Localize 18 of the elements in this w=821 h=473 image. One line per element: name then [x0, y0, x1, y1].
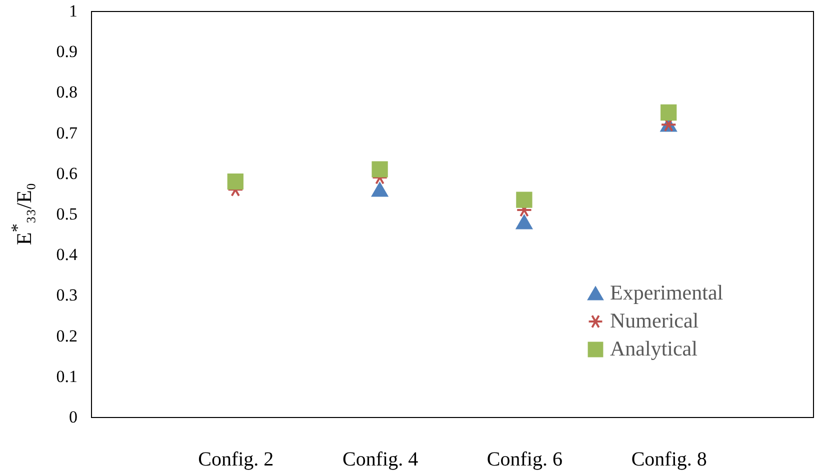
y-tick-label: 0.7	[56, 123, 78, 142]
y-tick-label: 0.6	[56, 164, 78, 183]
x-tick-label: Config. 2	[198, 448, 274, 470]
y-tick-label: 0.2	[56, 326, 78, 346]
y-tick-label: 0.3	[56, 286, 78, 305]
y-tick-label: 0.1	[56, 366, 78, 386]
y-tick-label: 0.5	[56, 204, 78, 224]
y-tick-label: 0.8	[56, 82, 78, 102]
legend-label: Experimental	[610, 280, 724, 304]
y-tick-label: 1	[69, 2, 78, 20]
legend-label: Analytical	[610, 336, 698, 360]
y-tick-label: 0	[69, 408, 78, 426]
x-tick-label: Config. 6	[486, 448, 562, 470]
y-tick-label: 0.4	[56, 245, 78, 264]
legend-label: Numerical	[610, 308, 699, 332]
x-tick-label: Config. 8	[631, 448, 707, 470]
y-tick-label: 0.9	[56, 42, 78, 62]
x-tick-label: Config. 4	[342, 448, 418, 470]
